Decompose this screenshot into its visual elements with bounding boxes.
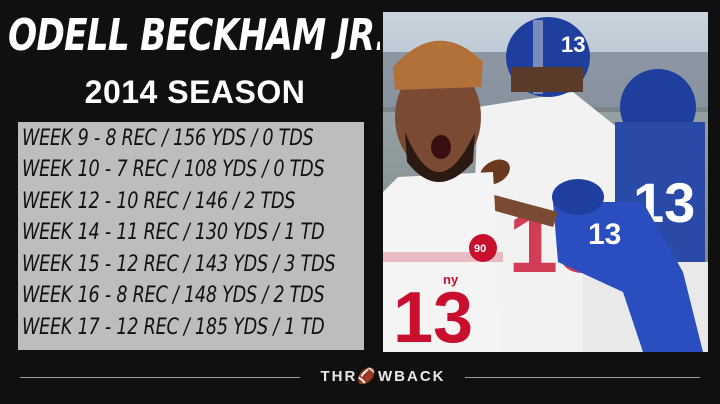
throwback-logo: THR🏈WBACK — [320, 368, 446, 385]
footer-divider-right — [465, 377, 700, 378]
title-container: ODELL BECKHAM JR. — [8, 10, 380, 70]
anniversary-patch: 90 — [474, 243, 486, 255]
helmet-number: 13 — [561, 32, 585, 57]
headshot-figure: 13 90 ny — [383, 40, 503, 352]
footer-divider-left — [20, 377, 300, 378]
diving-jersey-number: 13 — [588, 218, 621, 251]
stat-row-week-9: WEEK 9 - 8 REC / 156 YDS / 0 TDS — [22, 125, 314, 151]
stat-row-week-16: WEEK 16 - 8 REC / 148 YDS / 2 TDS — [22, 283, 325, 308]
diving-player-figure: 13 — [481, 179, 703, 352]
stats-list: WEEK 9 - 8 REC / 156 YDS / 0 TDS WEEK 10… — [18, 122, 364, 350]
page-title: ODELL BECKHAM JR. — [8, 10, 380, 61]
stat-row-week-14: WEEK 14 - 11 REC / 130 YDS / 1 TD — [22, 220, 325, 245]
front-jersey-number: 13 — [393, 278, 473, 352]
player-photo-illustration: 13 13 13 13 13 90 — [383, 12, 708, 352]
player-photo: 13 13 13 13 13 90 — [383, 12, 708, 352]
team-logo: ny — [443, 272, 459, 287]
page-subtitle: 2014 SEASON — [84, 74, 306, 110]
stat-row-week-12: WEEK 12 - 10 REC / 146 / 2 TDS — [22, 188, 296, 214]
stat-row-week-15: WEEK 15 - 12 REC / 143 YDS / 3 TDS — [22, 251, 336, 277]
stat-row-week-10: WEEK 10 - 7 REC / 108 YDS / 0 TDS — [22, 157, 325, 182]
stat-row-week-17: WEEK 17 - 12 REC / 185 YDS / 1 TD — [22, 314, 325, 340]
